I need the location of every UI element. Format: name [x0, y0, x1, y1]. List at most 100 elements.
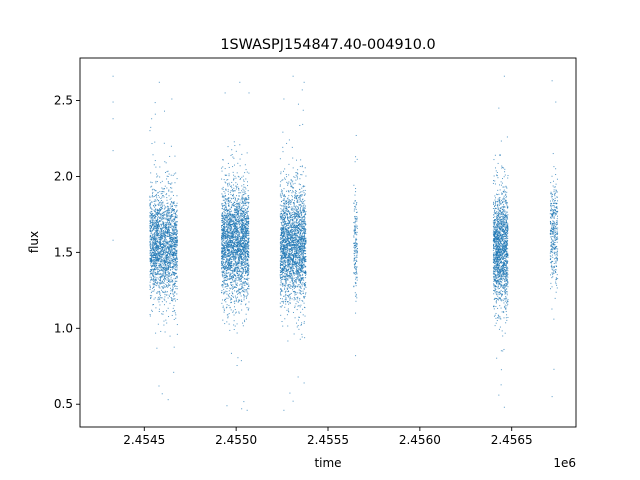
- data-point: [229, 235, 231, 237]
- data-point: [226, 235, 228, 237]
- data-point: [246, 297, 248, 299]
- data-point: [149, 260, 151, 262]
- data-point: [173, 318, 175, 320]
- data-point: [172, 215, 174, 217]
- data-point: [164, 245, 166, 247]
- data-point: [149, 195, 151, 197]
- data-point: [237, 222, 239, 224]
- data-point: [247, 246, 249, 248]
- data-point: [154, 211, 156, 213]
- data-point: [240, 249, 242, 251]
- data-point: [224, 202, 226, 204]
- data-point: [234, 223, 236, 225]
- data-point: [230, 220, 232, 222]
- data-point: [245, 231, 247, 233]
- data-point: [157, 234, 159, 236]
- data-point: [240, 252, 242, 254]
- data-point: [235, 150, 237, 152]
- data-point: [239, 240, 241, 241]
- data-point: [245, 220, 247, 222]
- data-point: [240, 220, 242, 222]
- data-point: [228, 204, 230, 206]
- data-point: [154, 141, 156, 143]
- data-point: [236, 266, 238, 268]
- data-point: [161, 286, 163, 288]
- data-point: [176, 230, 178, 232]
- data-point: [248, 239, 250, 241]
- data-point: [166, 256, 168, 258]
- data-point: [167, 218, 169, 220]
- data-point: [168, 259, 170, 261]
- data-point: [230, 229, 232, 231]
- data-point: [162, 234, 164, 236]
- data-point: [155, 237, 157, 239]
- data-point: [237, 256, 239, 258]
- data-point: [233, 190, 235, 192]
- data-point: [157, 236, 159, 238]
- data-point: [247, 221, 249, 223]
- data-point: [225, 256, 227, 258]
- data-point: [151, 143, 153, 145]
- data-point: [173, 273, 175, 275]
- data-point: [225, 285, 227, 287]
- data-point: [226, 217, 228, 219]
- data-point: [176, 298, 178, 300]
- data-point: [175, 262, 177, 264]
- data-point: [155, 221, 157, 223]
- data-point: [172, 227, 174, 229]
- data-point: [236, 226, 238, 228]
- data-point: [165, 237, 167, 239]
- data-point: [163, 268, 165, 270]
- data-point: [154, 280, 156, 282]
- data-point: [236, 238, 238, 240]
- data-point: [233, 205, 235, 207]
- data-point: [161, 262, 163, 264]
- data-point: [232, 205, 234, 207]
- data-point: [152, 284, 154, 286]
- data-point: [160, 263, 162, 265]
- data-point: [221, 225, 223, 226]
- data-point: [241, 259, 243, 260]
- data-point: [233, 198, 235, 199]
- data-point: [174, 248, 176, 250]
- data-point: [247, 224, 249, 226]
- data-point: [221, 188, 223, 190]
- data-point: [229, 244, 231, 246]
- data-point: [241, 273, 243, 275]
- data-point: [225, 267, 227, 269]
- data-point: [245, 249, 247, 251]
- data-point: [164, 243, 166, 245]
- data-point: [247, 190, 249, 192]
- data-point: [153, 254, 155, 256]
- data-point: [156, 274, 158, 276]
- data-point: [232, 275, 234, 277]
- data-point: [167, 267, 169, 269]
- data-point: [160, 236, 162, 238]
- data-point: [238, 230, 240, 232]
- data-point: [248, 265, 250, 267]
- data-point: [165, 260, 167, 262]
- data-point: [235, 263, 237, 265]
- data-point: [157, 222, 159, 223]
- data-point: [235, 195, 237, 197]
- data-point: [244, 245, 246, 247]
- data-point: [151, 213, 153, 215]
- data-point: [227, 216, 229, 218]
- data-point: [156, 260, 158, 262]
- data-point: [169, 234, 171, 236]
- data-point: [236, 183, 238, 185]
- data-point: [150, 237, 152, 239]
- data-point: [233, 227, 235, 229]
- data-point: [164, 286, 166, 288]
- data-point: [228, 242, 230, 244]
- data-point: [175, 214, 177, 216]
- data-point: [246, 274, 248, 276]
- data-point: [172, 293, 174, 295]
- data-point: [240, 208, 242, 210]
- data-point: [174, 292, 176, 294]
- data-point: [159, 191, 161, 193]
- data-point: [172, 271, 174, 273]
- data-point: [156, 224, 158, 226]
- data-point: [168, 195, 170, 197]
- data-point: [245, 303, 247, 305]
